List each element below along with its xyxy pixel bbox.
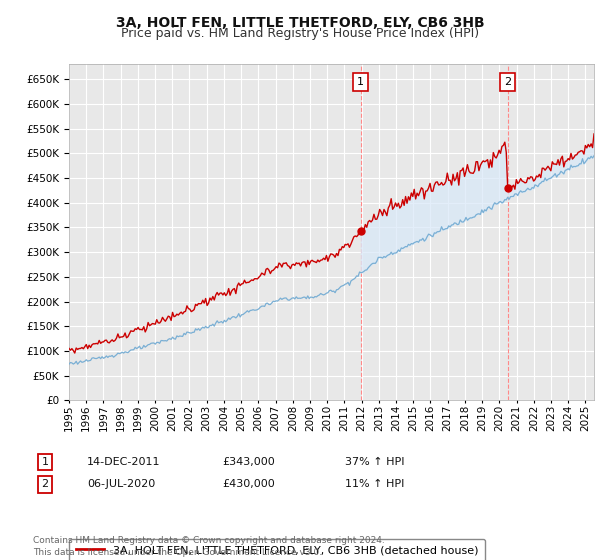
Text: 1: 1	[357, 77, 364, 87]
Text: 11% ↑ HPI: 11% ↑ HPI	[345, 479, 404, 489]
Text: £343,000: £343,000	[222, 457, 275, 467]
Text: £430,000: £430,000	[222, 479, 275, 489]
Text: 2: 2	[505, 77, 511, 87]
Text: 1: 1	[41, 457, 49, 467]
Text: 14-DEC-2011: 14-DEC-2011	[87, 457, 161, 467]
Text: 06-JUL-2020: 06-JUL-2020	[87, 479, 155, 489]
Text: Price paid vs. HM Land Registry's House Price Index (HPI): Price paid vs. HM Land Registry's House …	[121, 27, 479, 40]
Text: 3A, HOLT FEN, LITTLE THETFORD, ELY, CB6 3HB: 3A, HOLT FEN, LITTLE THETFORD, ELY, CB6 …	[116, 16, 484, 30]
Text: Contains HM Land Registry data © Crown copyright and database right 2024.
This d: Contains HM Land Registry data © Crown c…	[33, 536, 385, 557]
Text: 2: 2	[41, 479, 49, 489]
Text: 37% ↑ HPI: 37% ↑ HPI	[345, 457, 404, 467]
Legend: 3A, HOLT FEN, LITTLE THETFORD, ELY, CB6 3HB (detached house), HPI: Average price: 3A, HOLT FEN, LITTLE THETFORD, ELY, CB6 …	[70, 539, 485, 560]
